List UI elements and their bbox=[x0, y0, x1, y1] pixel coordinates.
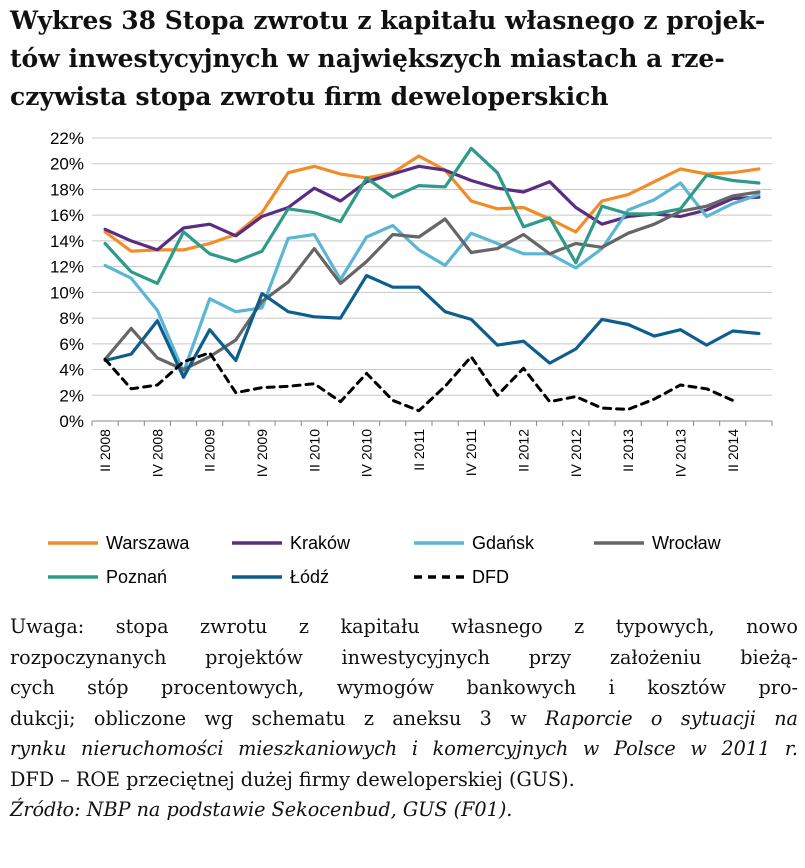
legend-label: Łódź bbox=[290, 567, 329, 587]
source-note: Źródło: NBP na podstawie Sekocenbud, GUS… bbox=[10, 795, 798, 826]
series-line-warszawa bbox=[103, 154, 761, 253]
series-line-gdańsk bbox=[103, 181, 761, 374]
series-line-poznań bbox=[103, 146, 761, 285]
x-tick-label: II 2011 bbox=[411, 429, 427, 471]
y-tick-label: 20% bbox=[50, 155, 84, 174]
legend: Warszawa Kraków Gdańsk Wrocław Poznań Łódź DFD bbox=[48, 533, 722, 587]
y-tick-label: 2% bbox=[59, 386, 84, 405]
x-tick-label: IV 2010 bbox=[359, 429, 375, 477]
y-tick-label: 12% bbox=[50, 258, 84, 277]
gridlines bbox=[92, 137, 772, 422]
series-line-dfd bbox=[103, 351, 735, 413]
series-line-wrocław bbox=[103, 190, 761, 372]
x-tick-label: II 2014 bbox=[725, 429, 741, 472]
source-text: Źródło: NBP na podstawie Sekocenbud, GUS… bbox=[10, 798, 513, 821]
y-tick-label: 14% bbox=[50, 232, 84, 251]
note-line-4-text: dukcji; obliczone wg schematu z aneksu 3… bbox=[10, 706, 545, 730]
y-tick-label: 6% bbox=[59, 335, 84, 354]
x-tick-label: II 2008 bbox=[97, 429, 113, 472]
y-tick-label: 16% bbox=[50, 206, 84, 225]
x-tick-label: IV 2011 bbox=[463, 429, 479, 476]
chart-title-line-3: czywista stopa zwrotu firm deweloperskic… bbox=[10, 82, 609, 111]
x-tick-label: II 2013 bbox=[620, 429, 636, 472]
chart-note: Uwaga: stopa zwrotu z kapitału własnego … bbox=[10, 612, 798, 826]
legend-label: Poznań bbox=[106, 567, 167, 587]
x-tick-label: II 2010 bbox=[306, 429, 322, 472]
y-tick-label: 4% bbox=[59, 361, 84, 380]
x-tick-label: IV 2009 bbox=[254, 429, 270, 477]
y-tick-label: 0% bbox=[59, 412, 84, 431]
y-tick-label: 22% bbox=[50, 129, 84, 148]
chart-title-line-1: Wykres 38 Stopa zwrotu z kapitału własne… bbox=[10, 6, 766, 35]
note-line-4: dukcji; obliczone wg schematu z aneksu 3… bbox=[10, 704, 798, 735]
legend-label: DFD bbox=[472, 567, 509, 587]
note-line-6: DFD – ROE przeciętnej dużej firmy dewelo… bbox=[10, 767, 575, 791]
y-tick-label: 8% bbox=[59, 309, 84, 328]
x-tick-label: IV 2008 bbox=[149, 429, 165, 477]
note-line-5: rynku nieruchomości mieszkaniowych i kom… bbox=[10, 734, 798, 765]
note-line-2: rozpoczynanych projektów inwestycyjnych … bbox=[10, 645, 798, 669]
x-tick-label: II 2009 bbox=[202, 429, 218, 472]
y-tick-label: 10% bbox=[50, 283, 84, 302]
series-lines bbox=[103, 146, 761, 413]
note-line-1: Uwaga: stopa zwrotu z kapitału własnego … bbox=[10, 615, 798, 638]
note-line-3: cych stóp procentowych, wymogów bankowyc… bbox=[10, 676, 798, 699]
chart-title: Wykres 38 Stopa zwrotu z kapitału własne… bbox=[10, 2, 800, 116]
x-tick-label: II 2012 bbox=[516, 429, 532, 472]
legend-label: Kraków bbox=[290, 533, 351, 553]
series-line-łódź bbox=[103, 274, 761, 379]
x-tick-label: IV 2013 bbox=[672, 429, 688, 477]
legend-label: Warszawa bbox=[106, 533, 190, 553]
note-line-4-report-title: Raporcie o sytuacji na bbox=[545, 706, 798, 730]
y-axis: 0% 2% 4% 6% 8% 10% 12% 14% 16% 18% 20% 22% bbox=[50, 129, 84, 431]
x-axis: II 2008 IV 2008 II 2009 IV 2009 II 2010 IV 20… bbox=[91, 420, 773, 477]
chart-title-line-2: tów inwestycyjnych w największych miasta… bbox=[10, 44, 725, 73]
legend-label: Gdańsk bbox=[472, 533, 535, 553]
y-tick-label: 18% bbox=[50, 180, 84, 199]
legend-label: Wrocław bbox=[652, 533, 722, 553]
x-tick-label: IV 2012 bbox=[568, 429, 584, 477]
note-line-5-report-title: rynku nieruchomości mieszkaniowych i kom… bbox=[10, 737, 798, 760]
line-chart: 0%2%4%6%8%10%12%14%16%18%20%22% II 2008 I… bbox=[48, 129, 773, 587]
